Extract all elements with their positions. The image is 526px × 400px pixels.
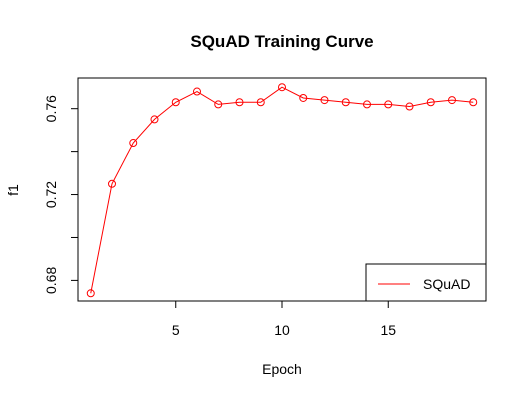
legend: SQuAD — [365, 263, 487, 302]
x-axis: 5 10 15 — [172, 300, 396, 338]
data-point — [405, 102, 414, 111]
data-point — [299, 93, 308, 102]
data-point — [108, 179, 116, 188]
data-point — [193, 87, 201, 96]
data-point — [150, 115, 159, 124]
y-tick-label: 0.72 — [43, 181, 59, 208]
data-point — [129, 139, 138, 148]
series-layer — [86, 83, 478, 298]
y-tick-label: 0.76 — [43, 95, 59, 122]
y-axis-title: f1 — [5, 184, 21, 196]
data-point — [235, 98, 244, 107]
data-point — [426, 98, 435, 107]
data-point — [86, 289, 95, 298]
x-tick-label: 15 — [380, 322, 396, 338]
data-point — [214, 100, 223, 109]
data-point — [384, 100, 393, 109]
data-point — [363, 100, 371, 109]
data-point — [171, 98, 180, 107]
data-point — [448, 96, 456, 105]
series-line — [90, 86, 474, 294]
data-point — [341, 98, 350, 107]
chart-title: SQuAD Training Curve — [190, 32, 373, 51]
legend-label: SQuAD — [423, 276, 470, 292]
y-tick-label: 0.68 — [43, 267, 59, 294]
legend-box — [365, 263, 487, 302]
data-point — [469, 98, 478, 107]
data-point — [320, 96, 329, 105]
x-tick-label: 5 — [172, 322, 180, 338]
data-point — [256, 98, 265, 107]
x-tick-label: 10 — [274, 322, 290, 338]
x-axis-title: Epoch — [262, 361, 302, 377]
data-point — [278, 83, 286, 92]
y-axis: 0.68 0.72 0.76 — [43, 95, 79, 294]
